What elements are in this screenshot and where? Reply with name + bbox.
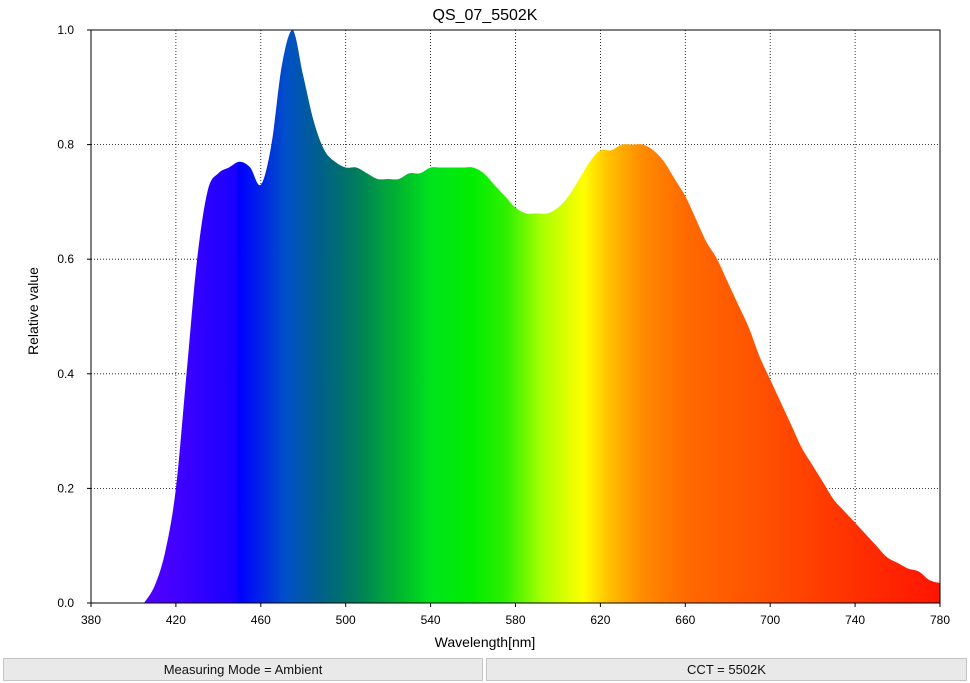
x-tick-label: 540	[421, 613, 441, 627]
y-tick-label: 0.2	[57, 481, 74, 495]
chart-title: QS_07_5502K	[433, 7, 538, 24]
y-tick-label: 0.6	[57, 252, 74, 266]
x-tick-label: 460	[251, 613, 271, 627]
x-tick-label: 420	[166, 613, 186, 627]
x-axis-label: Wavelength[nm]	[435, 634, 536, 650]
spectrum-chart: QS_07_5502K 380 420 460 500 540 580 620 660 700 7…	[25, 7, 950, 650]
y-tick-label: 0.4	[57, 367, 74, 381]
y-tick-label: 0.0	[57, 596, 74, 610]
x-axis-ticks: 380 420 460 500 540 580 620 660 700 740 780	[81, 603, 950, 627]
y-axis-ticks: 0.0 0.2 0.4 0.6 0.8 1.0	[57, 23, 91, 610]
spectrum-area	[144, 30, 940, 603]
cct-status: CCT = 5502K	[486, 658, 967, 681]
measuring-mode-status: Measuring Mode = Ambient	[3, 658, 483, 681]
y-axis-label: Relative value	[25, 267, 41, 355]
y-tick-label: 0.8	[57, 138, 74, 152]
x-tick-label: 700	[760, 613, 780, 627]
x-tick-label: 620	[590, 613, 610, 627]
x-tick-label: 580	[505, 613, 525, 627]
x-tick-label: 660	[675, 613, 695, 627]
x-tick-label: 380	[81, 613, 101, 627]
x-tick-label: 500	[336, 613, 356, 627]
x-tick-label: 740	[845, 613, 865, 627]
x-tick-label: 780	[930, 613, 950, 627]
y-tick-label: 1.0	[57, 23, 74, 37]
